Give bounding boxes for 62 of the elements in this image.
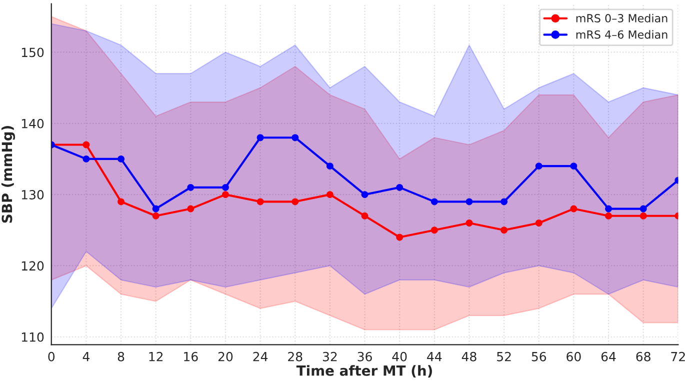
x-axis-title: Time after MT (h) xyxy=(296,365,432,378)
point xyxy=(466,198,473,206)
point xyxy=(466,220,473,226)
point xyxy=(152,212,160,220)
x-tick-label: 20 xyxy=(218,352,233,362)
point xyxy=(535,220,542,226)
point xyxy=(222,184,229,191)
x-tick-label: 52 xyxy=(497,352,511,362)
x-tick-label: 12 xyxy=(149,352,163,362)
y-tick-label: 130 xyxy=(22,190,44,200)
x-tick-label: 56 xyxy=(532,352,546,362)
x-tick-label: 64 xyxy=(601,352,616,362)
x-tick-label: 0 xyxy=(48,352,55,362)
x-tick-label: 48 xyxy=(462,352,476,362)
point xyxy=(256,134,264,142)
point xyxy=(118,198,124,206)
point xyxy=(570,162,578,170)
point xyxy=(187,184,194,191)
point xyxy=(82,155,90,162)
y-tick-label: 140 xyxy=(22,118,44,128)
point xyxy=(396,234,404,241)
x-tick-label: 36 xyxy=(358,352,372,362)
point xyxy=(396,184,404,191)
x-tick-label: 72 xyxy=(671,352,685,362)
point xyxy=(430,226,438,234)
point xyxy=(535,162,542,170)
y-axis-title: SBP (mmHg) xyxy=(1,126,16,223)
point xyxy=(256,198,264,206)
point xyxy=(640,205,647,212)
legend-label: mRS 4–6 Median xyxy=(576,30,668,39)
point xyxy=(292,198,299,206)
x-tick-label: 68 xyxy=(636,352,650,362)
x-tick-label: 32 xyxy=(322,352,337,362)
point xyxy=(430,198,438,206)
point xyxy=(605,205,612,212)
point xyxy=(152,205,160,212)
point xyxy=(605,212,612,220)
point xyxy=(500,198,508,206)
x-tick-label: 4 xyxy=(82,352,90,362)
x-tick-label: 44 xyxy=(427,352,442,362)
x-tick-label: 60 xyxy=(566,352,581,362)
y-tick-label: 120 xyxy=(22,261,44,271)
x-tick-label: 28 xyxy=(288,352,302,362)
x-tick-label: 24 xyxy=(253,352,268,362)
x-tick-label: 40 xyxy=(392,352,407,362)
point xyxy=(361,212,368,220)
point xyxy=(187,205,194,212)
y-tick-label: 150 xyxy=(22,48,44,58)
point xyxy=(326,162,334,170)
point xyxy=(570,205,578,212)
point xyxy=(292,134,299,142)
y-tick-label: 110 xyxy=(22,332,44,342)
point xyxy=(222,191,229,198)
point xyxy=(118,155,124,162)
point xyxy=(361,191,368,198)
point xyxy=(500,226,508,234)
point xyxy=(82,141,90,148)
point xyxy=(640,212,647,220)
legend-label: mRS 0–3 Median xyxy=(576,14,668,22)
x-tick-label: 16 xyxy=(184,352,198,362)
point xyxy=(326,191,334,198)
x-tick-label: 8 xyxy=(118,352,124,362)
